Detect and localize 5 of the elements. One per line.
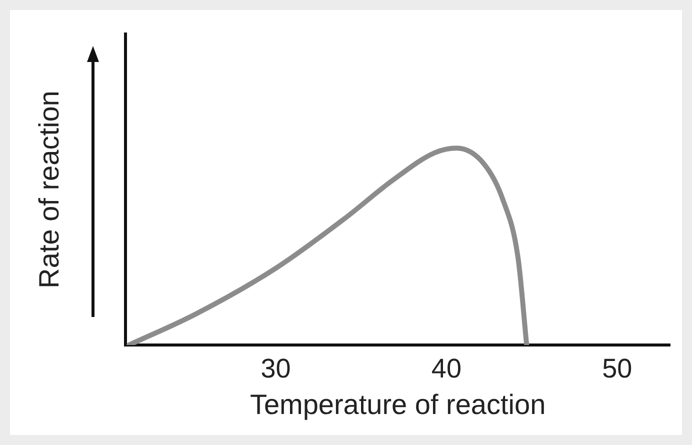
x-tick-label: 40 (431, 354, 462, 384)
x-axis-title: Temperature of reaction (250, 388, 546, 420)
y-axis-title: Rate of reaction (34, 90, 65, 288)
x-tick-label: 30 (260, 354, 291, 384)
x-tick-label: 50 (602, 354, 632, 384)
